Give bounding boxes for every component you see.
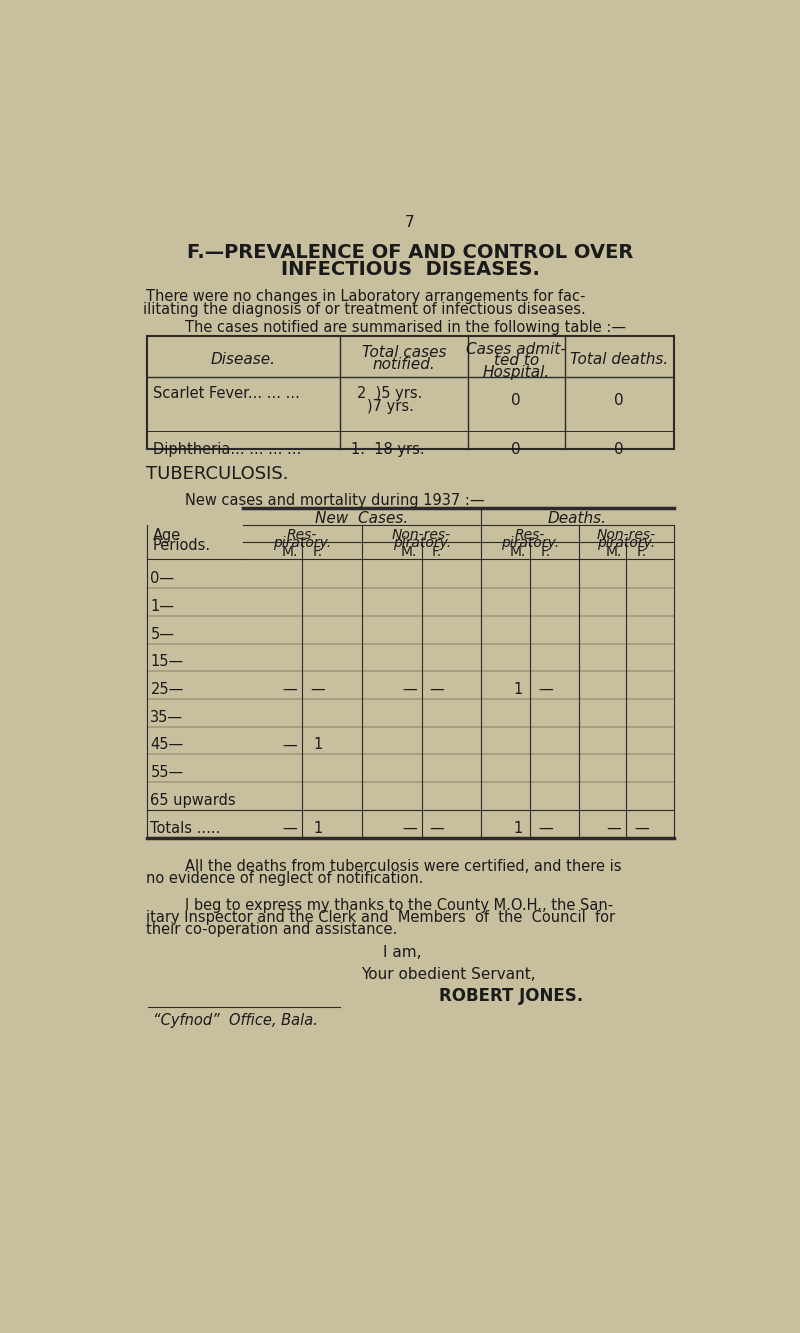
Text: piratory.: piratory. <box>597 536 655 551</box>
Text: Your obedient Servant,: Your obedient Servant, <box>362 966 536 982</box>
Text: F.: F. <box>313 545 323 559</box>
Text: 0: 0 <box>614 441 624 457</box>
Text: —: — <box>402 821 417 836</box>
Text: “Cyfnod”  Office, Bala.: “Cyfnod” Office, Bala. <box>153 1013 318 1028</box>
Text: their co-operation and assistance.: their co-operation and assistance. <box>146 922 398 937</box>
Text: 1: 1 <box>513 682 522 697</box>
Text: TUBERCULOSIS.: TUBERCULOSIS. <box>146 465 289 483</box>
Text: I am,: I am, <box>383 945 422 960</box>
Text: INFECTIOUS  DISEASES.: INFECTIOUS DISEASES. <box>281 260 539 279</box>
Text: 1: 1 <box>513 821 522 836</box>
Text: M.: M. <box>282 545 298 559</box>
Text: M.: M. <box>401 545 418 559</box>
Text: Hospital.: Hospital. <box>482 365 550 380</box>
Text: The cases notified are summarised in the following table :—: The cases notified are summarised in the… <box>186 320 626 335</box>
Text: ted to: ted to <box>494 353 539 368</box>
Text: 15—: 15— <box>150 655 184 669</box>
Text: There were no changes in Laboratory arrangements for fac-: There were no changes in Laboratory arra… <box>146 289 586 304</box>
Text: 1: 1 <box>313 821 322 836</box>
Text: —: — <box>402 682 417 697</box>
Text: Res-: Res- <box>287 528 318 543</box>
Text: Disease.: Disease. <box>211 352 276 368</box>
Text: New  Cases.: New Cases. <box>315 511 409 527</box>
Text: 2  )5 yrs.: 2 )5 yrs. <box>358 387 422 401</box>
Text: New cases and mortality during 1937 :—: New cases and mortality during 1937 :— <box>186 493 485 508</box>
Text: M.: M. <box>510 545 526 559</box>
Text: Non-res-: Non-res- <box>597 528 656 543</box>
Text: Total cases: Total cases <box>362 345 446 360</box>
Text: 55—: 55— <box>150 765 184 780</box>
Text: Periods.: Periods. <box>153 539 211 553</box>
Text: Cases admit-: Cases admit- <box>466 341 566 357</box>
Text: piratory.: piratory. <box>393 536 450 551</box>
Text: 1.  18 yrs.: 1. 18 yrs. <box>351 441 425 457</box>
Text: piratory.: piratory. <box>501 536 559 551</box>
Text: Diphtheria... ... ... ...: Diphtheria... ... ... ... <box>153 441 301 457</box>
Text: Total deaths.: Total deaths. <box>570 352 668 368</box>
Text: Totals .....: Totals ..... <box>150 821 221 836</box>
Text: 25—: 25— <box>150 682 184 697</box>
Text: —: — <box>606 821 622 836</box>
Text: F.—PREVALENCE OF AND CONTROL OVER: F.—PREVALENCE OF AND CONTROL OVER <box>187 243 633 263</box>
Text: F.: F. <box>432 545 442 559</box>
Text: —: — <box>282 821 298 836</box>
Text: —: — <box>634 821 649 836</box>
Text: —: — <box>538 682 553 697</box>
Text: Age: Age <box>153 528 181 543</box>
Text: Scarlet Fever... ... ...: Scarlet Fever... ... ... <box>153 387 299 401</box>
Text: 1: 1 <box>313 737 322 752</box>
Text: I beg to express my thanks to the County M.O.H., the San-: I beg to express my thanks to the County… <box>186 897 614 913</box>
Text: 45—: 45— <box>150 737 184 752</box>
Text: 7: 7 <box>405 216 415 231</box>
Text: itary Inspector and the Clerk and  Members  of  the  Council  for: itary Inspector and the Clerk and Member… <box>146 910 616 925</box>
Text: 1—: 1— <box>150 599 174 615</box>
Text: 0: 0 <box>614 392 624 408</box>
Text: ilitating the diagnosis of or treatment of infectious diseases.: ilitating the diagnosis of or treatment … <box>142 301 586 317</box>
Text: 0—: 0— <box>150 571 174 587</box>
Text: —: — <box>430 682 445 697</box>
Text: )7 yrs.: )7 yrs. <box>366 399 414 413</box>
Text: no evidence of neglect of notification.: no evidence of neglect of notification. <box>146 872 424 886</box>
Text: F.: F. <box>637 545 646 559</box>
Text: 0: 0 <box>511 441 521 457</box>
Text: Deaths.: Deaths. <box>548 511 607 527</box>
Text: M.: M. <box>606 545 622 559</box>
Text: 5—: 5— <box>150 627 174 641</box>
Text: 65 upwards: 65 upwards <box>150 793 236 808</box>
Text: —: — <box>282 682 298 697</box>
Text: —: — <box>282 737 298 752</box>
Text: ROBERT JONES.: ROBERT JONES. <box>438 986 583 1005</box>
Text: F.: F. <box>541 545 550 559</box>
Text: —: — <box>310 682 325 697</box>
Text: 0: 0 <box>511 392 521 408</box>
Text: —: — <box>538 821 553 836</box>
Text: Res-: Res- <box>515 528 546 543</box>
Text: notified.: notified. <box>373 357 435 372</box>
Text: —: — <box>430 821 445 836</box>
Text: 35—: 35— <box>150 709 183 725</box>
Text: All the deaths from tuberculosis were certified, and there is: All the deaths from tuberculosis were ce… <box>186 860 622 874</box>
Text: Non-res-: Non-res- <box>392 528 451 543</box>
Text: piratory.: piratory. <box>274 536 331 551</box>
